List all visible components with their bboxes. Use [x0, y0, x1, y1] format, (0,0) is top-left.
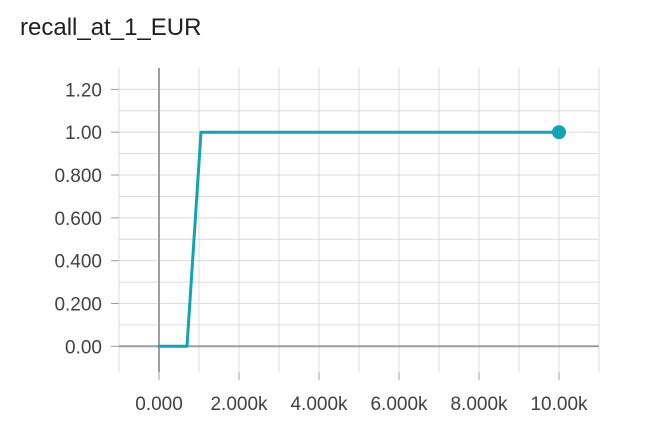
x-tick-labels: 0.000 2.000k 4.000k 6.000k 8.000k 10.00k — [135, 372, 588, 415]
vertical-gridlines — [118, 68, 600, 372]
y-tick-labels: 0.00 0.200 0.400 0.600 0.800 1.00 1.20 — [54, 80, 119, 358]
x-tick-label: 4.000k — [290, 394, 348, 415]
y-tick-label: 0.200 — [54, 294, 102, 315]
x-tick-label: 10.00k — [530, 394, 588, 415]
x-tick-label: 8.000k — [450, 394, 508, 415]
y-tick-label: 0.600 — [54, 209, 102, 230]
y-tick-label: 1.20 — [65, 80, 102, 101]
series-line — [157, 130, 561, 348]
last-point-marker — [552, 125, 566, 140]
x-tick-label: 0.000 — [135, 394, 183, 415]
chart-title: recall_at_1_EUR — [20, 14, 202, 41]
x-tick-label: 2.000k — [210, 394, 268, 415]
y-tick-label: 1.00 — [65, 123, 102, 144]
y-tick-label: 0.400 — [54, 252, 102, 273]
y-tick-label: 0.800 — [54, 166, 102, 187]
x-tick-label: 6.000k — [370, 394, 428, 415]
axes — [119, 68, 599, 372]
y-tick-label: 0.00 — [65, 337, 102, 358]
series-layer — [157, 125, 566, 348]
